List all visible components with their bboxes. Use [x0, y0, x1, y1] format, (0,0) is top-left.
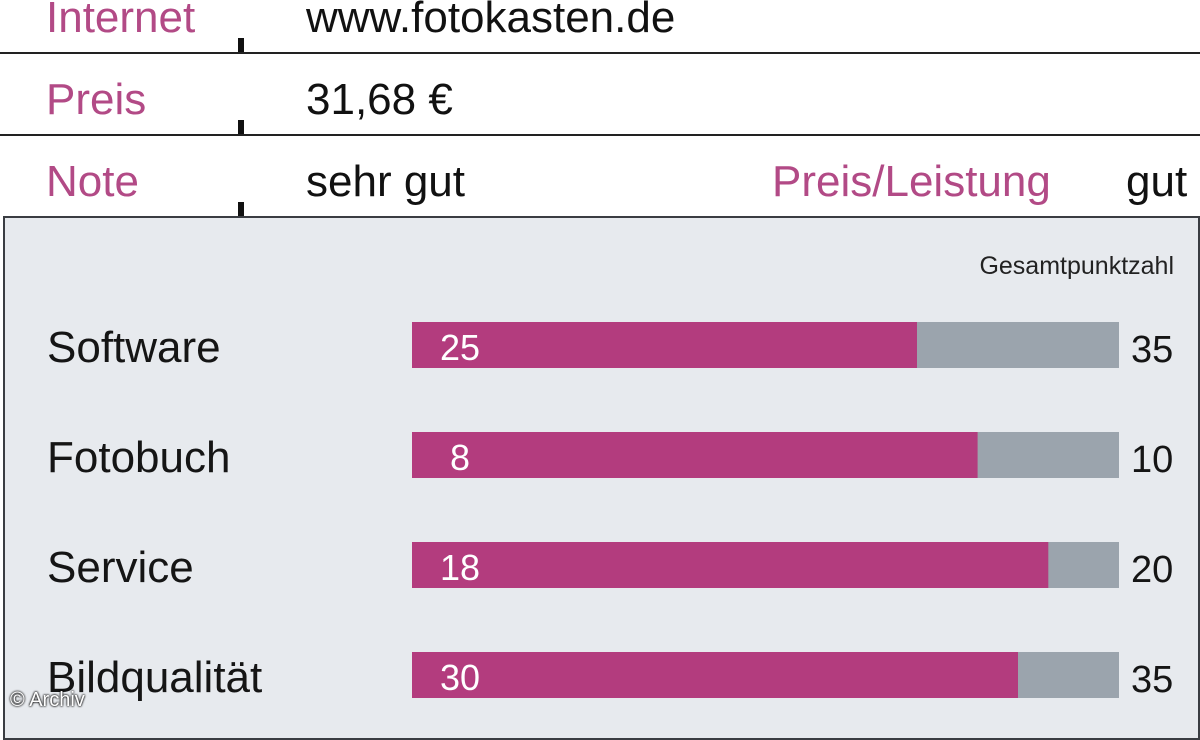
info-row-internet: Internet www.fotokasten.de [0, 0, 1200, 54]
bar-score [412, 542, 1049, 588]
note-label: Note [46, 157, 139, 206]
info-row-note: Note sehr gut Preis/Leistung gut [0, 136, 1200, 216]
preis-label: Preis [46, 75, 147, 124]
internet-value: www.fotokasten.de [306, 0, 676, 42]
category-label: Service [47, 543, 194, 592]
row-tick [238, 202, 244, 216]
bar-value-label: 8 [450, 437, 470, 478]
total-score-header: Gesamtpunktzahl [979, 252, 1174, 280]
category-label: Fotobuch [47, 433, 230, 482]
row-tick [238, 120, 244, 134]
bar-value-label: 25 [440, 327, 480, 368]
bar-value-label: 18 [440, 547, 480, 588]
category-label: Bildqualität [47, 653, 262, 702]
max-score-label: 35 [1131, 659, 1173, 701]
category-label: Software [47, 323, 221, 372]
preis-value: 31,68 € [306, 75, 453, 124]
bar-score [412, 652, 1018, 698]
copyright-credit: © Archiv [10, 689, 85, 711]
bar-score [412, 432, 978, 478]
max-score-label: 10 [1131, 439, 1173, 481]
row-tick [238, 38, 244, 52]
preis-leistung-value: gut [1126, 157, 1188, 206]
bar-value-label: 30 [440, 657, 480, 698]
internet-label: Internet [46, 0, 196, 42]
max-score-label: 20 [1131, 549, 1173, 591]
score-bar-chart: Software 25 35 Fotobuch 8 10 Service 18 20 Bildqu… [47, 322, 1173, 702]
max-score-label: 35 [1131, 329, 1173, 371]
score-panel: Gesamtpunktzahl Software 25 35 Fotobuch 8 10 S… [3, 216, 1200, 740]
info-row-preis: Preis 31,68 € [0, 54, 1200, 136]
bar-score [412, 322, 917, 368]
note-value: sehr gut [306, 157, 465, 206]
preis-leistung-label: Preis/Leistung [772, 157, 1051, 206]
